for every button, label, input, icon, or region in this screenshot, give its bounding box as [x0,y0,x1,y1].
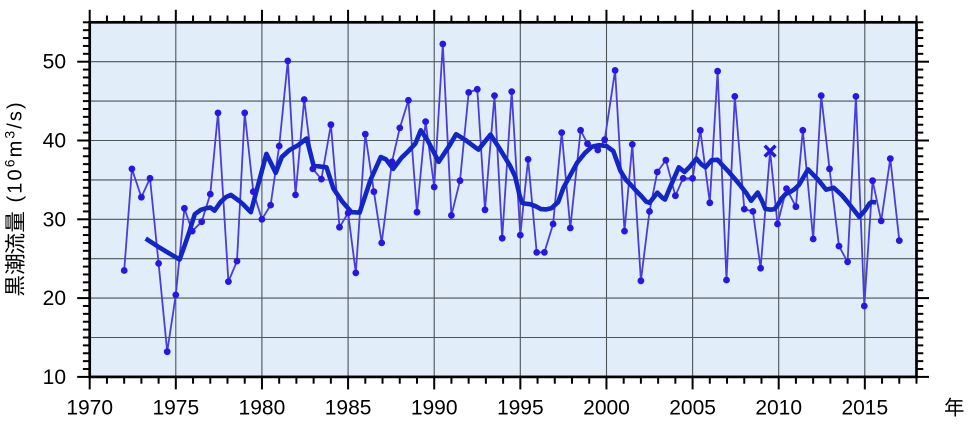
svg-text:2000: 2000 [583,397,630,420]
svg-text:20: 20 [43,287,66,310]
svg-text:1970: 1970 [66,397,113,420]
svg-text:(106m3/s): (106m3/s) [2,100,27,202]
svg-text:1985: 1985 [325,397,372,420]
svg-text:50: 50 [43,51,66,74]
svg-text:10: 10 [43,366,66,389]
svg-text:1975: 1975 [152,397,199,420]
svg-text:2010: 2010 [755,397,802,420]
svg-text:1980: 1980 [239,397,286,420]
svg-text:30: 30 [43,208,66,231]
svg-text:1995: 1995 [497,397,544,420]
svg-text:1990: 1990 [411,397,458,420]
svg-text:2015: 2015 [841,397,888,420]
svg-text:40: 40 [43,130,66,153]
svg-text:2005: 2005 [669,397,716,420]
